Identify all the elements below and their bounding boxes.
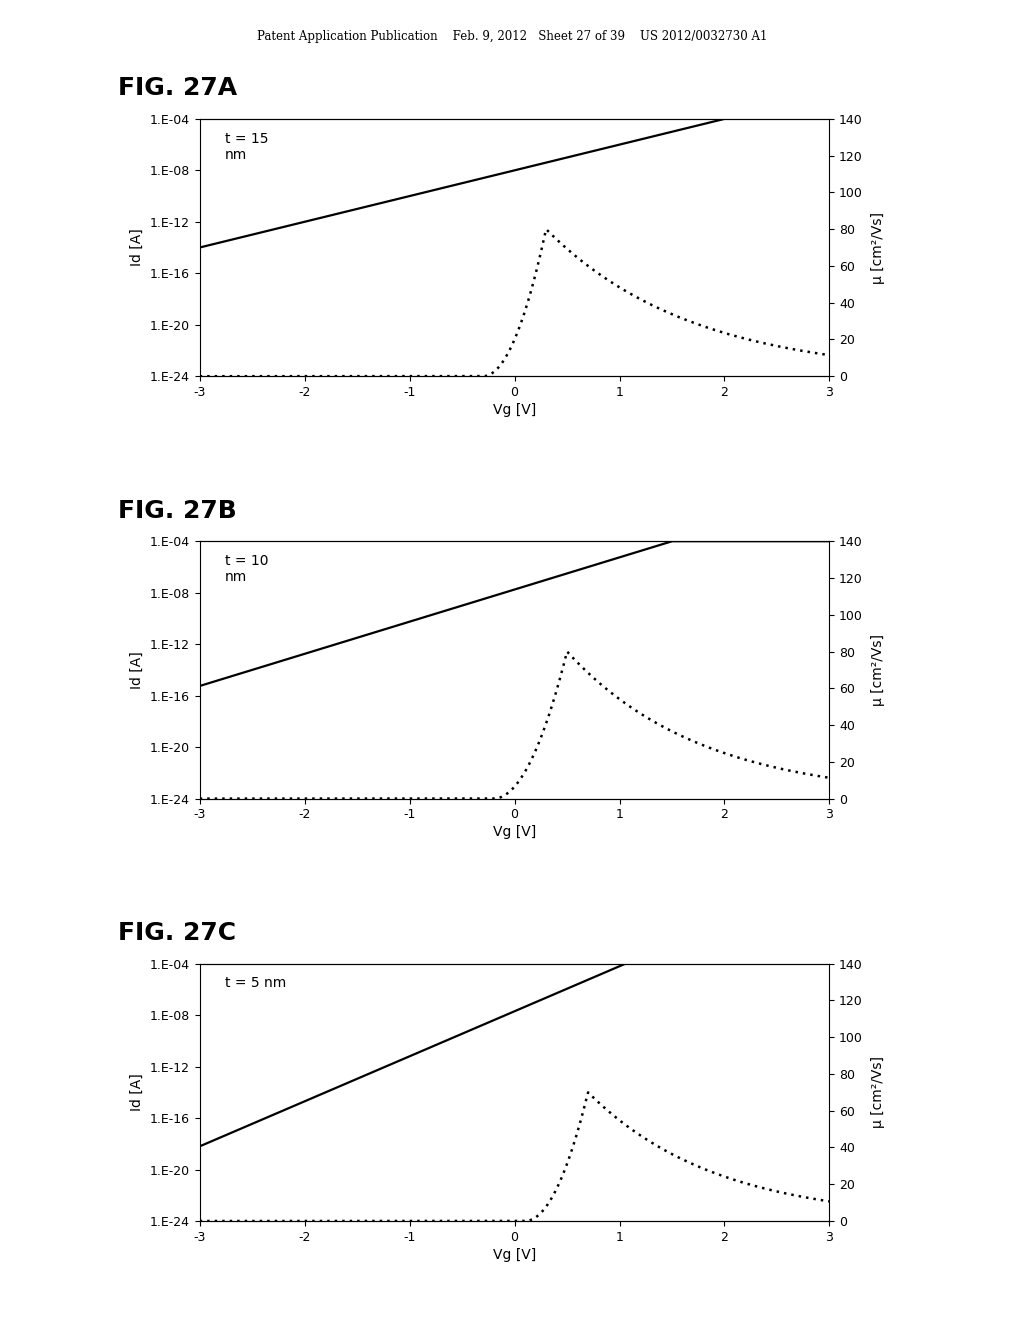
Y-axis label: Id [A]: Id [A]	[130, 1073, 144, 1111]
X-axis label: Vg [V]: Vg [V]	[493, 1247, 537, 1262]
Text: FIG. 27A: FIG. 27A	[118, 77, 237, 100]
X-axis label: Vg [V]: Vg [V]	[493, 825, 537, 840]
Text: t = 10
nm: t = 10 nm	[225, 554, 268, 585]
X-axis label: Vg [V]: Vg [V]	[493, 403, 537, 417]
Y-axis label: μ [cm²/Vs]: μ [cm²/Vs]	[871, 211, 886, 284]
Text: t = 15
nm: t = 15 nm	[225, 132, 268, 162]
Y-axis label: μ [cm²/Vs]: μ [cm²/Vs]	[871, 1056, 886, 1129]
Y-axis label: μ [cm²/Vs]: μ [cm²/Vs]	[871, 634, 886, 706]
Text: Patent Application Publication    Feb. 9, 2012   Sheet 27 of 39    US 2012/00327: Patent Application Publication Feb. 9, 2…	[257, 30, 767, 44]
Text: FIG. 27B: FIG. 27B	[118, 499, 237, 523]
Text: t = 5 nm: t = 5 nm	[225, 977, 286, 990]
Y-axis label: Id [A]: Id [A]	[130, 228, 144, 267]
Y-axis label: Id [A]: Id [A]	[130, 651, 144, 689]
Text: FIG. 27C: FIG. 27C	[118, 921, 236, 945]
